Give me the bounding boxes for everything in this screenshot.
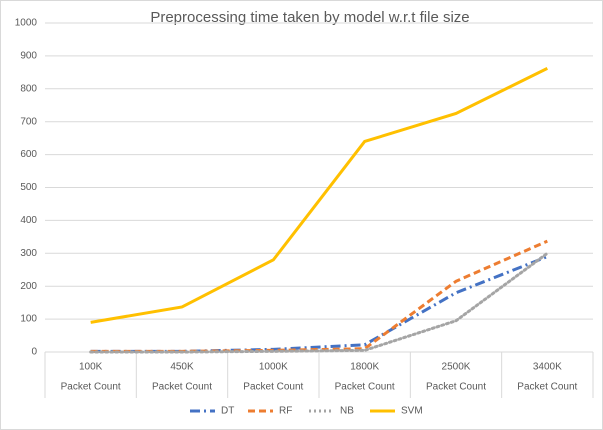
x-group-label: Packet Count — [426, 382, 486, 393]
x-tick-label: 2500K — [442, 362, 471, 373]
legend-label: DT — [221, 406, 234, 417]
x-group-label: Packet Count — [243, 382, 303, 393]
series-line — [90, 67, 548, 324]
x-tick-label: 100K — [79, 362, 103, 373]
x-tick-label: 3400K — [533, 362, 562, 373]
chart-title: Preprocessing time taken by model w.r.t … — [150, 9, 469, 26]
y-tick-label: 800 — [20, 83, 37, 94]
y-tick-label: 100 — [20, 314, 37, 325]
x-tick-label: 1800K — [350, 362, 379, 373]
legend-label: RF — [279, 406, 292, 417]
x-group-label: Packet Count — [335, 382, 395, 393]
y-tick-label: 300 — [20, 248, 37, 259]
y-tick-label: 1000 — [15, 18, 38, 29]
y-tick-label: 900 — [20, 51, 37, 62]
series-line — [90, 255, 548, 353]
x-group-label: Packet Count — [152, 382, 212, 393]
x-group-label: Packet Count — [517, 382, 577, 393]
x-tick-label: 450K — [170, 362, 194, 373]
y-tick-label: 700 — [20, 116, 37, 127]
legend-label: SVM — [401, 406, 423, 417]
y-tick-label: 400 — [20, 215, 37, 226]
y-tick-label: 0 — [31, 347, 37, 358]
y-tick-label: 500 — [20, 182, 37, 193]
x-group-label: Packet Count — [61, 382, 121, 393]
y-tick-label: 600 — [20, 149, 37, 160]
series-line — [89, 251, 549, 354]
y-tick-label: 200 — [20, 281, 37, 292]
legend-label: NB — [340, 406, 354, 417]
x-tick-label: 1000K — [259, 362, 288, 373]
